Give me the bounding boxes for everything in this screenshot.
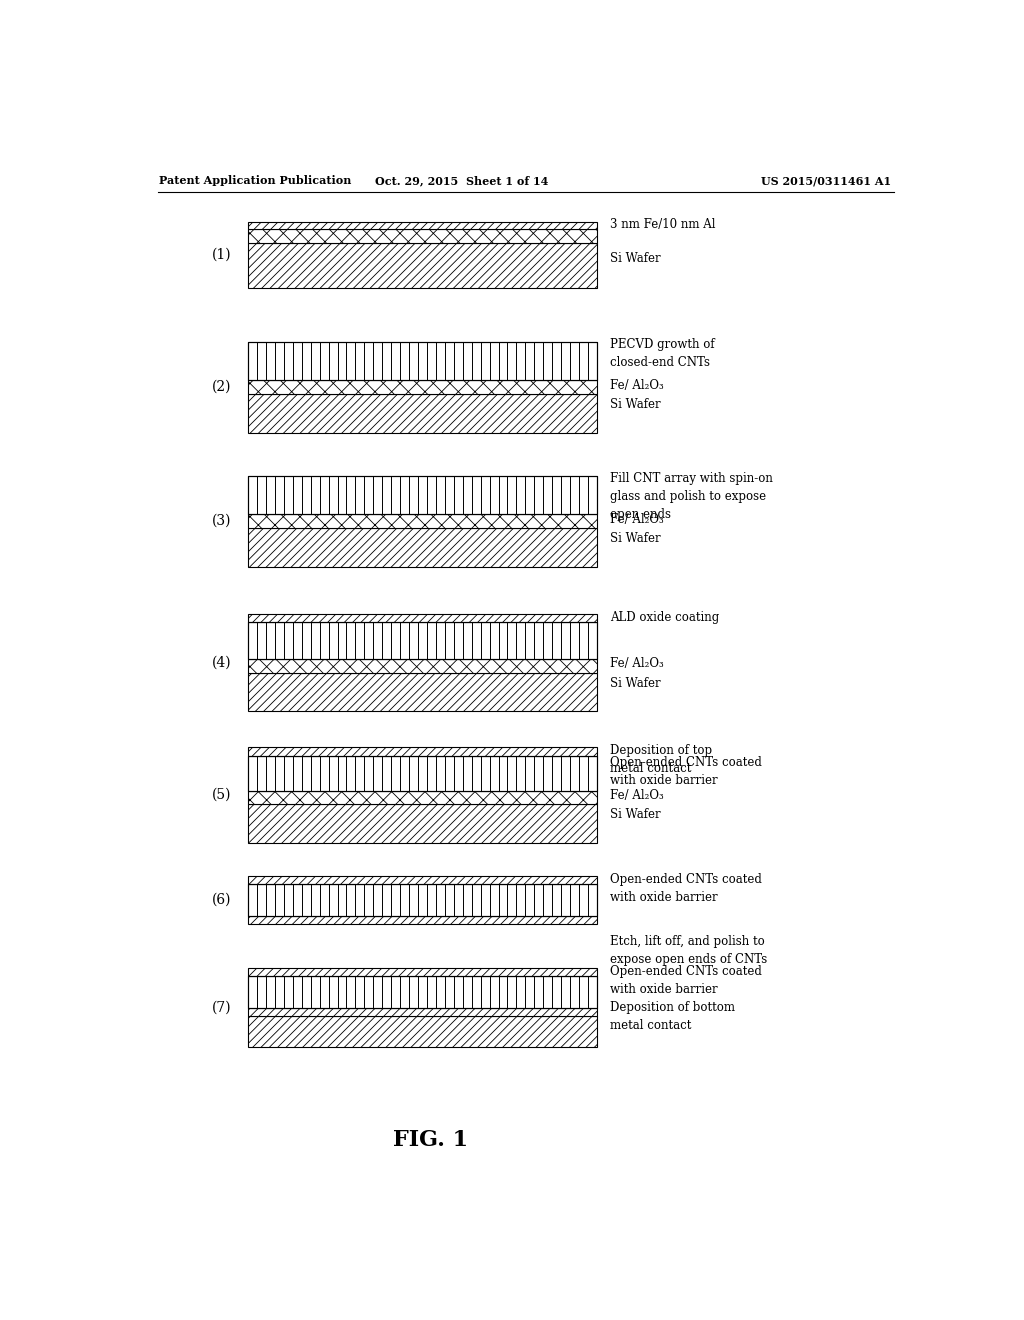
- Text: Open-ended CNTs coated
with oxide barrier: Open-ended CNTs coated with oxide barrie…: [610, 873, 762, 904]
- Text: Patent Application Publication: Patent Application Publication: [159, 176, 351, 186]
- Text: 3 nm Fe/10 nm Al: 3 nm Fe/10 nm Al: [610, 219, 716, 231]
- Bar: [248, 884, 597, 916]
- Bar: [248, 1016, 597, 1047]
- Bar: [248, 395, 597, 433]
- Bar: [248, 614, 597, 622]
- Bar: [248, 528, 597, 566]
- Bar: [248, 622, 597, 659]
- Text: Open-ended CNTs coated
with oxide barrier
Deposition of bottom
metal contact: Open-ended CNTs coated with oxide barrie…: [610, 965, 762, 1032]
- Bar: [248, 876, 597, 884]
- Text: ALD oxide coating: ALD oxide coating: [610, 611, 719, 624]
- Bar: [248, 756, 597, 791]
- Text: PECVD growth of
closed-end CNTs: PECVD growth of closed-end CNTs: [610, 338, 715, 368]
- Bar: [248, 342, 597, 380]
- Bar: [248, 380, 597, 395]
- Text: Open-ended CNTs coated
with oxide barrier: Open-ended CNTs coated with oxide barrie…: [610, 756, 762, 787]
- Bar: [248, 977, 597, 1008]
- Bar: [248, 1008, 597, 1016]
- Bar: [248, 230, 597, 243]
- Text: Fill CNT array with spin-on
glass and polish to expose
open ends: Fill CNT array with spin-on glass and po…: [610, 471, 773, 521]
- Bar: [248, 475, 597, 515]
- Text: Oct. 29, 2015  Sheet 1 of 14: Oct. 29, 2015 Sheet 1 of 14: [375, 176, 548, 186]
- Text: Si Wafer: Si Wafer: [610, 397, 660, 411]
- Text: Si Wafer: Si Wafer: [610, 532, 660, 545]
- Bar: [248, 243, 597, 288]
- Bar: [248, 747, 597, 756]
- Text: (2): (2): [212, 380, 231, 395]
- Text: FIG. 1: FIG. 1: [392, 1129, 468, 1151]
- Text: (4): (4): [211, 656, 231, 669]
- Bar: [248, 977, 597, 1008]
- Bar: [248, 342, 597, 380]
- Bar: [248, 622, 597, 659]
- Text: Deposition of top
metal contact: Deposition of top metal contact: [610, 743, 712, 775]
- Bar: [248, 659, 597, 673]
- Text: (5): (5): [212, 788, 231, 801]
- Text: (7): (7): [211, 1001, 231, 1015]
- Bar: [248, 513, 597, 528]
- Text: Etch, lift off, and polish to
expose open ends of CNTs: Etch, lift off, and polish to expose ope…: [610, 936, 767, 966]
- Text: (1): (1): [211, 248, 231, 261]
- Text: Fe/ Al₂O₃: Fe/ Al₂O₃: [610, 379, 664, 392]
- Text: US 2015/0311461 A1: US 2015/0311461 A1: [761, 176, 891, 186]
- Bar: [248, 791, 597, 804]
- Bar: [248, 673, 597, 711]
- Text: Si Wafer: Si Wafer: [610, 677, 660, 689]
- Bar: [248, 222, 597, 230]
- Bar: [248, 475, 597, 515]
- Bar: [248, 804, 597, 843]
- Text: Si Wafer: Si Wafer: [610, 808, 660, 821]
- Text: (6): (6): [212, 892, 231, 907]
- Bar: [248, 884, 597, 916]
- Text: Fe/ Al₂O₃: Fe/ Al₂O₃: [610, 512, 664, 525]
- Bar: [248, 969, 597, 977]
- Bar: [248, 756, 597, 791]
- Text: Fe/ Al₂O₃: Fe/ Al₂O₃: [610, 657, 664, 671]
- Text: (3): (3): [212, 513, 231, 528]
- Text: Fe/ Al₂O₃: Fe/ Al₂O₃: [610, 789, 664, 803]
- Text: Si Wafer: Si Wafer: [610, 252, 660, 265]
- Bar: [248, 916, 597, 924]
